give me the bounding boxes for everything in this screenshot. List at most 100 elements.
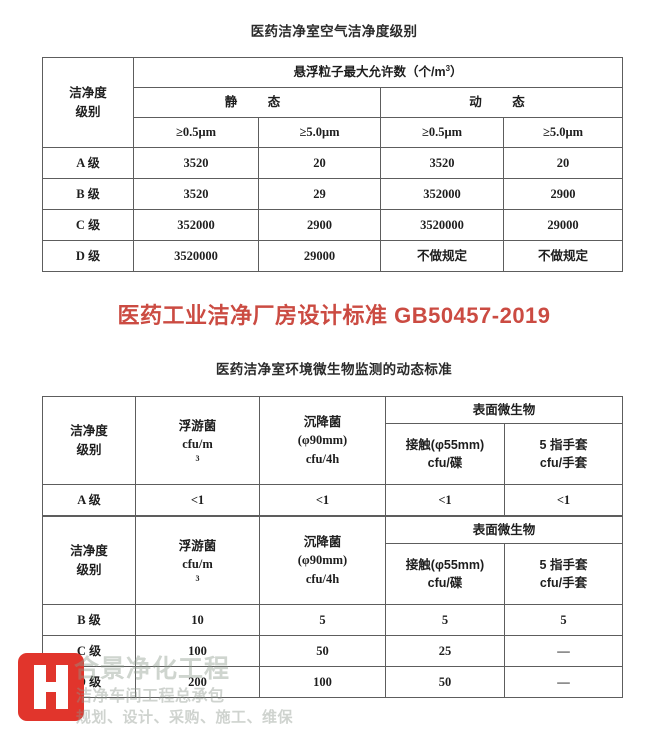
cleanliness-grade-header: 洁净度 级别 [42,396,136,485]
cell-value: 29000 [503,209,623,241]
grade-header-line2: 级别 [76,442,102,457]
table-subheader-row: 静 态 动 态 [43,87,623,118]
cell-value: 100 [135,635,260,667]
level-letter: D [76,674,86,689]
cell-value: 100 [259,666,386,698]
table-row: B 级 10 5 5 5 [42,604,624,636]
grade-header-line2: 级别 [75,104,101,119]
settling-microbe-dish: (φ90mm) [297,553,348,568]
airborne-microbe-header: 浮游菌 cfu/m 3 [135,396,260,485]
row-level-b: B 级 [42,604,136,636]
dynamic-state-header: 动 态 [380,87,623,118]
airborne-microbe-label: 浮游菌 [178,418,217,433]
level-suffix: 级 [89,643,102,658]
static-state-header: 静 态 [133,87,381,118]
table-row: C 级 100 50 25 — [42,635,624,667]
settling-microbe-unit: cfu/4h [305,451,340,466]
table-header-row: 洁净度 级别 悬浮粒子最大允许数（个/m3） [42,57,623,148]
table-size-header-row: ≥0.5μm ≥5.0μm ≥0.5μm ≥5.0μm [43,117,623,148]
level-suffix: 级 [88,612,101,627]
cell-value: 不做规定 [380,240,504,272]
contact-plate-header: 接触(φ55mm) cfu/碟 [385,543,505,605]
airborne-microbe-unit-sup: 3 [195,453,200,463]
cell-value: 5 [259,604,386,636]
glove-print-label: 5 指手套 [539,557,588,572]
row-level-c: C 级 [42,635,136,667]
level-letter: B [77,612,86,627]
cleanliness-grade-header: 洁净度 级别 [42,57,134,148]
table1-title: 医药洁净室空气洁净度级别 [250,24,418,39]
cell-value: 50 [385,666,505,698]
level-suffix: 级 [88,492,101,507]
table-header-row: 洁净度 级别 浮游菌 cfu/m 3 沉降菌 (φ90mm) [42,516,624,605]
contact-plate-unit: cfu/碟 [427,456,463,470]
particle-group-header-tail: ） [450,65,463,80]
contact-plate-unit: cfu/碟 [427,576,463,590]
grade-header-line2: 级别 [76,562,102,577]
level-suffix: 级 [88,248,101,263]
cell-value: 5 [503,604,624,636]
row-level-a: A 级 [42,484,136,516]
cell-value: 3520000 [380,209,504,241]
row-level-d: D 级 [42,666,136,698]
cell-value: 29000 [258,240,381,272]
table-row: B 级 3520 29 352000 2900 [42,178,623,210]
microbio-table-wrap: 洁净度 级别 浮游菌 cfu/m 3 沉降菌 (φ90mm) [42,396,624,516]
cell-value: <1 [385,484,505,516]
level-letter: B [76,186,85,201]
table-row: A 级 3520 20 3520 20 [42,147,623,179]
cell-value: 5 [385,604,505,636]
grade-header-line1: 洁净度 [70,424,108,439]
airborne-microbe-unit: cfu/m [182,436,213,451]
level-letter: D [75,248,85,263]
level-letter: C [75,217,85,232]
size-header-static-05: ≥0.5μm [133,117,259,148]
cell-value: 3520000 [133,240,259,272]
cell-value: 20 [258,147,381,179]
glove-print-unit: cfu/手套 [539,576,588,590]
level-suffix: 级 [87,186,100,201]
table-row: D 级 3520000 29000 不做规定 不做规定 [42,240,623,272]
glove-print-unit: cfu/手套 [539,456,588,470]
settling-microbe-header: 沉降菌 (φ90mm) cfu/4h [259,396,386,485]
cell-value: 2900 [258,209,381,241]
cell-value: 50 [259,635,386,667]
cell-value: 200 [135,666,260,698]
cell-value: <1 [135,484,260,516]
contact-plate-label: 接触(φ55mm) [405,557,485,572]
table-header-row: 洁净度 级别 浮游菌 cfu/m 3 沉降菌 (φ90mm) [42,396,624,485]
cell-value: 不做规定 [503,240,623,272]
level-letter: A [76,155,85,170]
contact-plate-header: 接触(φ55mm) cfu/碟 [385,423,505,485]
level-suffix: 级 [87,155,100,170]
watermark-services: 规划、设计、采购、施工、维保 [76,709,294,726]
settling-microbe-dish: (φ90mm) [297,433,348,448]
surface-microbe-group-header: 表面微生物 [384,396,624,424]
level-letter: A [77,492,86,507]
cell-value: 25 [385,635,505,667]
standard-heading: 医药工业洁净厂房设计标准 GB50457-2019 [117,303,551,328]
grade-header-line1: 洁净度 [69,86,107,101]
microbio-table-lower-wrap: 洁净度 级别 浮游菌 cfu/m 3 沉降菌 (φ90mm) [42,516,624,698]
glove-print-label: 5 指手套 [539,437,588,452]
cell-value: 20 [503,147,623,179]
level-letter: C [76,643,86,658]
airborne-microbe-label: 浮游菌 [178,538,217,553]
cleanliness-grade-header: 洁净度 级别 [42,516,136,605]
settling-microbe-header: 沉降菌 (φ90mm) cfu/4h [259,516,386,605]
level-suffix: 级 [88,217,101,232]
cell-value: <1 [259,484,386,516]
row-level-a: A 级 [42,147,134,179]
microbio-table-upper: 洁净度 级别 浮游菌 cfu/m 3 沉降菌 (φ90mm) [42,396,624,516]
grade-header-line1: 洁净度 [70,544,108,559]
table2-title: 医药洁净室环境微生物监测的动态标准 [215,362,453,377]
air-cleanliness-table: 洁净度 级别 悬浮粒子最大允许数（个/m3） 静 态 动 态 ≥0.5μm ≥5… [42,57,623,272]
settling-microbe-label: 沉降菌 [303,415,342,430]
cell-value: <1 [503,484,624,516]
airborne-microbe-header: 浮游菌 cfu/m 3 [135,516,260,605]
level-suffix: 级 [89,674,102,689]
cell-value: 352000 [133,209,259,241]
size-header-dynamic-05: ≥0.5μm [380,117,504,148]
table-row: C 级 352000 2900 3520000 29000 [42,209,623,241]
